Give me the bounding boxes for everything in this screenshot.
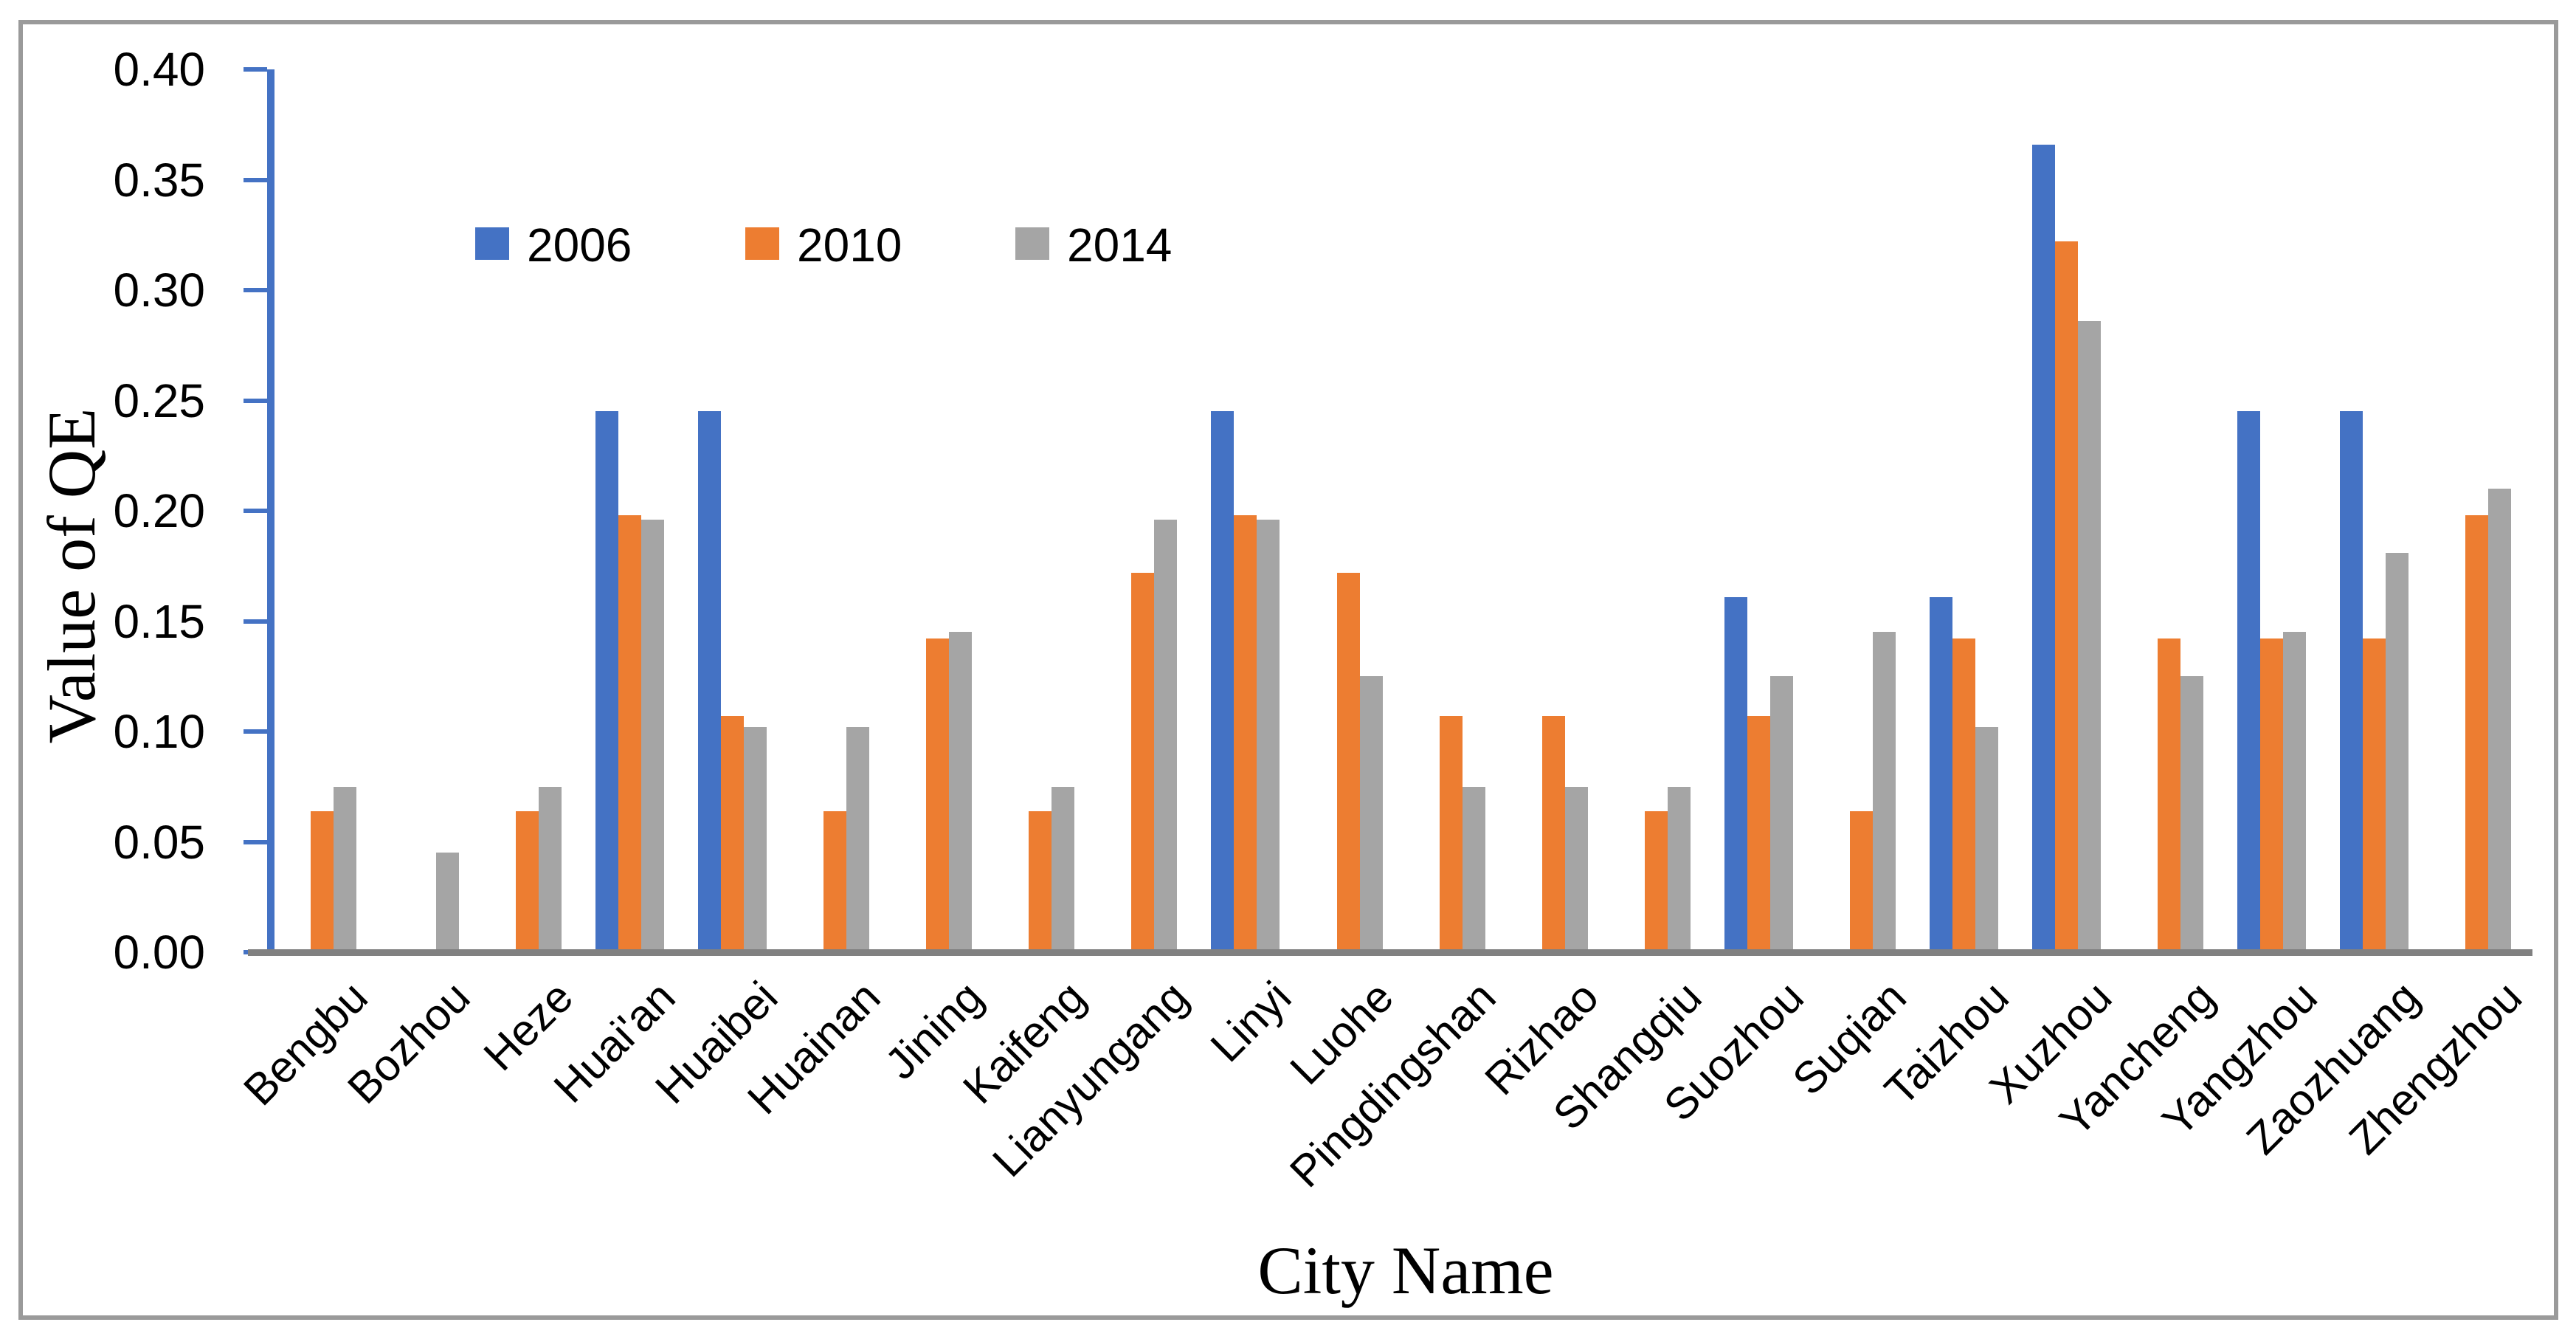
bar-zhengzhou-2014 xyxy=(2488,489,2512,952)
bar-linyi-2010 xyxy=(1234,514,1257,952)
bar-luohe-2014 xyxy=(1359,676,1383,952)
bar-taizhou-2014 xyxy=(1975,727,1998,952)
y-axis-title: Value of QE xyxy=(34,407,109,744)
y-tick-label: 0.40 xyxy=(113,43,205,96)
bar-jining-2010 xyxy=(926,638,950,952)
bar-suqian-2014 xyxy=(1872,632,1896,952)
bar-jining-2014 xyxy=(949,632,973,952)
bar-yangzhou-2006 xyxy=(2237,411,2260,952)
bar-yangzhou-2010 xyxy=(2259,638,2283,952)
bar-suozhou-2006 xyxy=(1724,596,1747,952)
legend-swatch-2014 xyxy=(1015,227,1049,260)
y-tick-label: 0.20 xyxy=(113,484,205,537)
bar-yancheng-2010 xyxy=(2157,638,2180,952)
y-tick-mark xyxy=(244,619,267,624)
bar-suozhou-2010 xyxy=(1747,716,1770,952)
y-tick-mark xyxy=(244,509,267,513)
y-tick-mark xyxy=(244,67,267,72)
bar-linyi-2014 xyxy=(1257,519,1280,952)
bar-zaozhuang-2010 xyxy=(2363,638,2386,952)
bar-huaian-2014 xyxy=(641,519,665,952)
bar-shangqiu-2014 xyxy=(1667,786,1691,952)
bar-huainan-2010 xyxy=(823,810,847,952)
y-tick-mark xyxy=(244,839,267,844)
y-tick-mark xyxy=(244,288,267,292)
bar-lianyungang-2010 xyxy=(1131,572,1155,952)
y-tick-label: 0.00 xyxy=(113,926,205,979)
bar-huaibei-2010 xyxy=(721,716,745,952)
legend-label-2006: 2006 xyxy=(527,218,632,272)
legend-swatch-2006 xyxy=(475,227,509,260)
bar-huaian-2006 xyxy=(595,411,619,952)
bar-zaozhuang-2014 xyxy=(2386,552,2408,952)
bar-bengbu-2014 xyxy=(334,786,356,952)
figure-border xyxy=(18,20,2558,1320)
y-tick-mark xyxy=(244,729,267,734)
legend-label-2010: 2010 xyxy=(797,218,902,272)
y-tick-label: 0.05 xyxy=(113,815,205,869)
bar-kaifeng-2010 xyxy=(1029,810,1052,952)
bar-zhengzhou-2010 xyxy=(2465,514,2489,952)
y-tick-mark xyxy=(244,398,267,403)
bar-pingdingshan-2014 xyxy=(1462,786,1485,952)
bar-kaifeng-2014 xyxy=(1052,786,1075,952)
bar-bozhou-2014 xyxy=(436,853,460,952)
bar-bengbu-2010 xyxy=(311,810,334,952)
bar-rizhao-2010 xyxy=(1541,716,1565,952)
bar-yancheng-2014 xyxy=(2180,676,2203,952)
bar-heze-2014 xyxy=(539,786,562,952)
bar-xuzhou-2014 xyxy=(2077,320,2101,952)
bar-suozhou-2014 xyxy=(1769,676,1793,952)
bar-linyi-2006 xyxy=(1211,411,1235,952)
y-tick-label: 0.10 xyxy=(113,705,205,758)
bar-pingdingshan-2010 xyxy=(1439,716,1463,952)
x-axis-line xyxy=(248,949,2532,956)
y-tick-label: 0.25 xyxy=(113,374,205,427)
bar-xuzhou-2010 xyxy=(2054,241,2078,952)
y-tick-label: 0.15 xyxy=(113,594,205,648)
y-tick-label: 0.35 xyxy=(113,153,205,207)
bar-huaibei-2006 xyxy=(698,411,722,952)
bar-huaibei-2014 xyxy=(744,727,767,952)
bar-zaozhuang-2006 xyxy=(2340,411,2363,952)
bar-luohe-2010 xyxy=(1336,572,1360,952)
bar-taizhou-2010 xyxy=(1952,638,1975,952)
bar-shangqiu-2010 xyxy=(1644,810,1668,952)
y-tick-mark xyxy=(244,177,267,182)
bar-xuzhou-2006 xyxy=(2031,144,2055,952)
bar-rizhao-2014 xyxy=(1564,786,1588,952)
bar-lianyungang-2014 xyxy=(1154,519,1178,952)
x-axis-title: City Name xyxy=(1257,1233,1554,1308)
bar-yangzhou-2014 xyxy=(2282,632,2306,952)
legend-label-2014: 2014 xyxy=(1067,218,1173,272)
bar-taizhou-2006 xyxy=(1929,596,1952,952)
y-axis-line xyxy=(267,69,274,956)
bar-heze-2010 xyxy=(516,810,539,952)
legend-swatch-2010 xyxy=(745,227,779,260)
y-tick-label: 0.30 xyxy=(113,264,205,317)
bar-huaian-2010 xyxy=(618,514,642,952)
bar-huainan-2014 xyxy=(846,727,870,952)
bar-suqian-2010 xyxy=(1849,810,1873,952)
